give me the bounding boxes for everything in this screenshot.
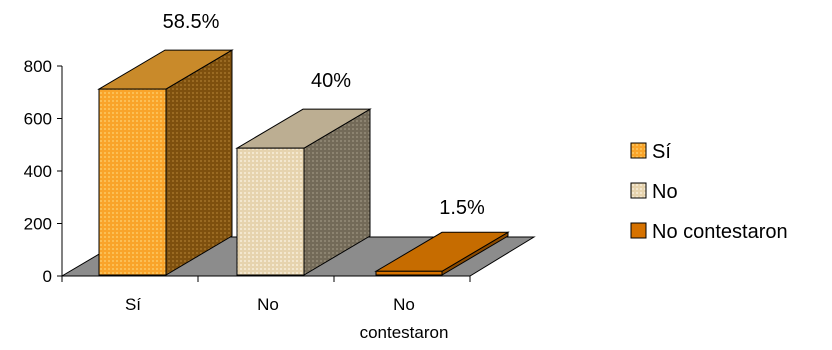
y-tick-label: 800 [24, 57, 52, 76]
legend-item: No [630, 181, 678, 203]
bar-si [97, 49, 234, 276]
data-label: 1.5% [439, 197, 485, 219]
bar-si-front [98, 88, 167, 276]
data-labels: 58.5% 40% 1.5% [163, 11, 485, 219]
legend: Sí No No contestaron [630, 141, 788, 243]
y-tick-label: 400 [24, 162, 52, 181]
legend-swatch [630, 182, 647, 199]
category-label: No [393, 295, 415, 314]
x-axis-ticks [61, 276, 471, 282]
legend-swatch [630, 142, 647, 159]
legend-label: No contestaron [652, 221, 788, 243]
legend-label: Sí [652, 141, 671, 163]
bar-si-side [165, 49, 233, 276]
bar-no-contestaron-front [375, 270, 443, 276]
bar-no [235, 108, 372, 276]
y-tick-label: 200 [24, 215, 52, 234]
data-label: 58.5% [163, 11, 220, 33]
category-label: No [257, 295, 279, 314]
bar-no-front [236, 147, 305, 276]
data-label: 40% [311, 70, 351, 92]
legend-item: No contestaron [630, 221, 788, 243]
bar-no-contestaron [374, 231, 510, 276]
category-label: contestaron [360, 323, 449, 342]
y-tick-label: 0 [43, 267, 52, 286]
legend-item: Sí [630, 141, 671, 163]
y-tick-label: 600 [24, 110, 52, 129]
legend-label: No [652, 181, 678, 203]
category-label: Sí [125, 295, 141, 314]
category-labels: Sí No No contestaron [125, 295, 448, 342]
y-axis-ticks: 0 200 400 600 800 [24, 57, 62, 286]
bars [97, 49, 510, 276]
legend-swatch [630, 222, 647, 239]
